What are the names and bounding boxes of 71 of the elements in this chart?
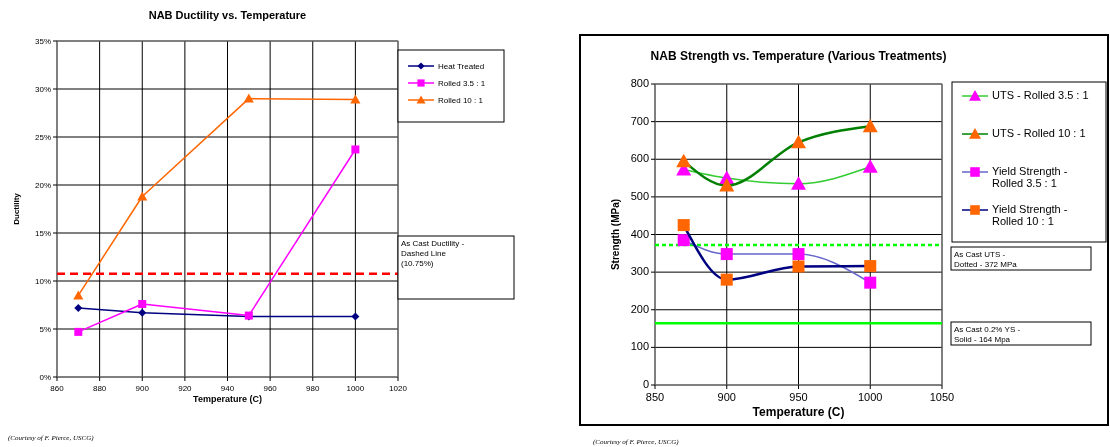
legend-label: UTS - Rolled 3.5 : 1 bbox=[992, 89, 1089, 101]
point bbox=[720, 248, 733, 261]
x-tick-label: 880 bbox=[92, 384, 107, 393]
point bbox=[720, 273, 733, 286]
y-tick-label: 0 bbox=[642, 378, 649, 390]
x-tick-label: 900 bbox=[717, 391, 736, 403]
ref-line-label: As Cast UTS - Dotted - 372 MPa bbox=[954, 250, 1018, 269]
x-tick-label: 850 bbox=[645, 391, 665, 403]
y-tick-label: 200 bbox=[630, 302, 649, 315]
y-tick-label: 5% bbox=[39, 325, 51, 334]
point bbox=[862, 159, 878, 173]
y-tick-label: 600 bbox=[630, 152, 649, 165]
y-tick-label: 500 bbox=[630, 189, 649, 202]
point bbox=[677, 219, 690, 232]
point bbox=[792, 260, 805, 273]
x-tick-label: 860 bbox=[50, 384, 65, 393]
point bbox=[864, 276, 877, 289]
x-axis-title: Temperature (C) bbox=[752, 405, 845, 419]
y-axis-title: Strength (MPa) bbox=[610, 198, 621, 271]
y-tick-label: 400 bbox=[630, 227, 649, 240]
point bbox=[138, 308, 147, 317]
y-tick-label: 15% bbox=[34, 229, 51, 238]
point bbox=[74, 303, 83, 312]
legend-label: Rolled 3.5 : 1 bbox=[438, 79, 486, 88]
y-tick-label: 100 bbox=[630, 340, 649, 353]
point bbox=[351, 312, 360, 321]
x-axis-title: Temperature (C) bbox=[193, 394, 262, 404]
point bbox=[791, 134, 806, 149]
legend-label: Heat Treated bbox=[438, 62, 485, 71]
x-tick-label: 900 bbox=[135, 384, 150, 393]
y-tick-label: 700 bbox=[630, 114, 649, 127]
ref-line-label: As Cast Ductility - Dashed Line (10.75%) bbox=[401, 239, 465, 268]
legend-label: Yield Strength - Rolled 10 : 1 bbox=[992, 203, 1068, 227]
legend-label: UTS - Rolled 10 : 1 bbox=[992, 127, 1086, 139]
y-tick-label: 20% bbox=[34, 181, 51, 190]
point bbox=[137, 191, 148, 201]
ref-line-label: As Cast 0.2% YS - Solid - 164 Mpa bbox=[954, 325, 1021, 344]
y-tick-label: 800 bbox=[630, 77, 649, 89]
point bbox=[791, 176, 806, 190]
y-tick-label: 10% bbox=[34, 277, 51, 286]
y-tick-label: 30% bbox=[34, 85, 51, 94]
point bbox=[719, 178, 735, 192]
x-tick-label: 950 bbox=[789, 391, 808, 403]
chart-title: NAB Ductility vs. Temperature bbox=[148, 9, 307, 21]
point bbox=[862, 118, 878, 133]
x-tick-label: 1020 bbox=[389, 384, 408, 393]
y-tick-label: 35% bbox=[34, 37, 51, 46]
point bbox=[243, 93, 254, 103]
legend-label: Rolled 10 : 1 bbox=[438, 96, 484, 105]
y-axis-title: Ductility bbox=[12, 192, 21, 225]
x-tick-label: 940 bbox=[220, 384, 235, 393]
point bbox=[351, 145, 360, 154]
x-tick-label: 1050 bbox=[929, 391, 955, 403]
point bbox=[792, 248, 805, 261]
point bbox=[676, 153, 692, 168]
x-tick-label: 1000 bbox=[858, 391, 883, 403]
y-tick-label: 300 bbox=[630, 265, 649, 278]
point bbox=[864, 260, 877, 273]
legend-label: Yield Strength - Rolled 3.5 : 1 bbox=[992, 165, 1068, 189]
x-tick-label: 960 bbox=[263, 384, 278, 393]
point bbox=[138, 300, 147, 309]
point bbox=[677, 234, 690, 247]
x-tick-label: 1000 bbox=[346, 384, 365, 393]
x-tick-label: 920 bbox=[178, 384, 193, 393]
x-tick-label: 980 bbox=[306, 384, 320, 393]
point bbox=[74, 327, 83, 336]
y-tick-label: 25% bbox=[34, 133, 51, 142]
chart-title: NAB Strength vs. Temperature (Various Treatments) bbox=[650, 49, 947, 63]
point bbox=[73, 290, 84, 300]
point bbox=[350, 94, 361, 104]
y-tick-label: 0% bbox=[39, 373, 51, 382]
